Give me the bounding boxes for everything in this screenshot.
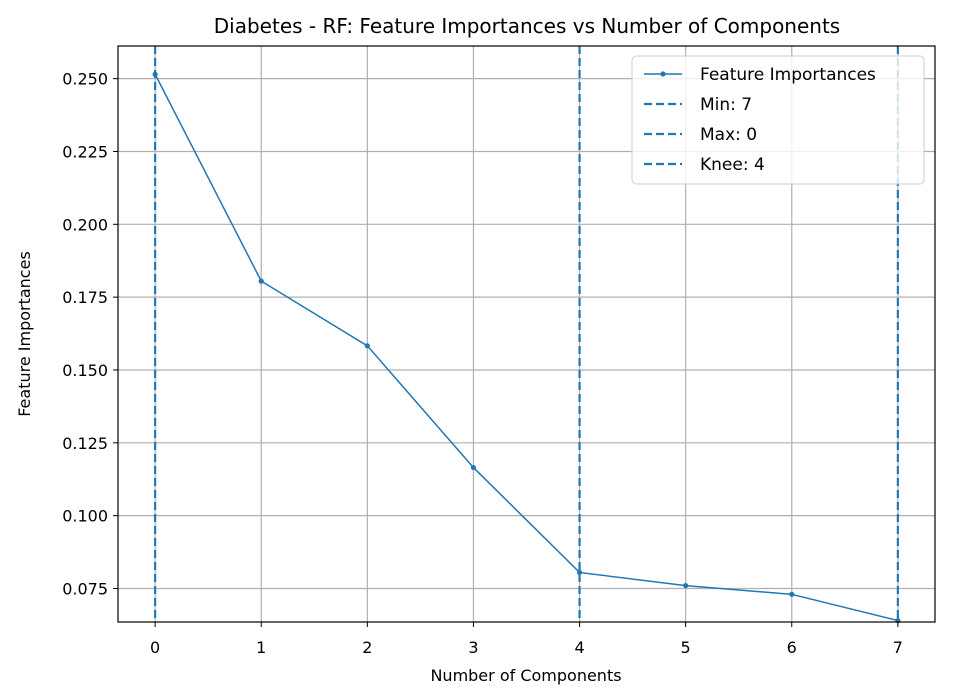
y-tick-label: 0.100 [62, 507, 108, 526]
legend-label: Max: 0 [700, 125, 757, 145]
legend-label: Knee: 4 [700, 155, 765, 175]
axis-ticks: 0 1 2 3 4 5 6 7 0.075 0.100 0.125 0.150 0.175 0.200 0.… [62, 70, 903, 657]
legend-box [631, 55, 925, 185]
plot-frame [117, 45, 936, 623]
x-tick-label: 2 [362, 638, 372, 657]
x-tick-label: 4 [574, 638, 584, 657]
y-tick-label: 0.150 [62, 361, 108, 380]
series-lines [152, 71, 901, 624]
y-axis-title: Feature Importances [15, 251, 34, 417]
y-tick-label: 0.250 [62, 70, 108, 89]
data-point [152, 71, 158, 77]
x-tick-label: 1 [256, 638, 266, 657]
y-tick-label: 0.075 [62, 579, 108, 598]
legend-label: Feature Importances [700, 65, 876, 85]
y-tick-label: 0.175 [62, 288, 108, 307]
x-tick-label: 5 [681, 638, 691, 657]
legend-label: Min: 7 [700, 95, 752, 115]
data-point [470, 464, 477, 471]
x-tick-label: 3 [468, 638, 478, 657]
data-point [683, 582, 689, 589]
y-tick-label: 0.125 [62, 434, 108, 453]
data-point [258, 278, 264, 284]
y-tick-label: 0.225 [62, 142, 108, 161]
x-axis-title: Number of Components [430, 666, 621, 685]
series-line [154, 73, 899, 622]
chart-title: Diabetes - RF: Feature Importances vs Nu… [214, 14, 840, 38]
data-point [789, 591, 795, 597]
x-tick-label: 0 [150, 638, 160, 657]
data-point [364, 343, 370, 349]
x-tick-label: 7 [893, 638, 903, 657]
legend: Feature Importances Min: 7 Max: 0 Knee: 4 [631, 55, 925, 185]
data-point [576, 569, 583, 576]
y-tick-label: 0.200 [62, 215, 108, 234]
x-tick-label: 6 [787, 638, 797, 657]
legend-marker [660, 71, 666, 77]
